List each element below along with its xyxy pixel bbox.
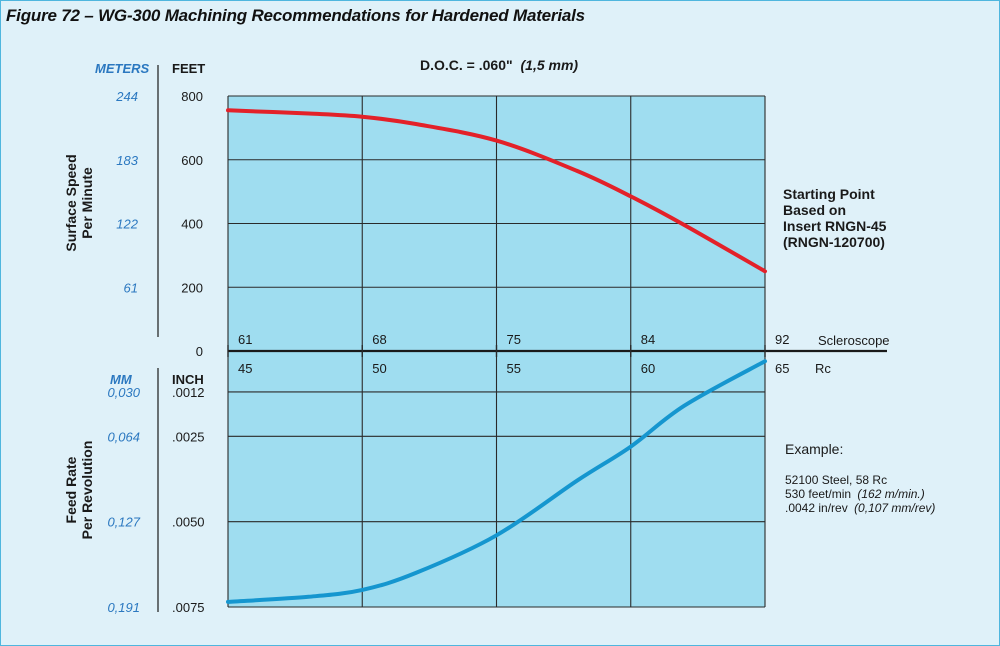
feet-tick-label: 0 (196, 344, 203, 359)
mm-tick-label: 0,127 (107, 515, 140, 530)
figure-title: Figure 72 – WG-300 Machining Recommendat… (6, 6, 585, 25)
example-title: Example: (785, 441, 843, 457)
lower-ylabel-line1: Feed Rate (63, 456, 79, 523)
inch-header: INCH (172, 372, 204, 387)
scleroscope-tick-label: 68 (372, 332, 386, 347)
feet-tick-label: 800 (181, 89, 203, 104)
mm-tick-label: 0,064 (107, 429, 140, 444)
starting-point-line-3: Insert RNGN-45 (783, 218, 887, 234)
starting-point-line-1: Starting Point (783, 186, 875, 202)
feet-header: FEET (172, 61, 205, 76)
example-line-1-text: 52100 Steel, 58 Rc (785, 473, 887, 487)
mm-tick-label: 0,030 (107, 385, 140, 400)
inch-tick-label: .0012 (172, 385, 205, 400)
scleroscope-tick-label: 61 (238, 332, 252, 347)
lower-ylabel-line2: Per Revolution (79, 441, 95, 540)
grid-lines (227, 95, 766, 608)
inch-tick-label: .0050 (172, 515, 205, 530)
starting-point-note: Starting Point Based on Insert RNGN-45 (… (783, 186, 887, 250)
meters-tick-label: 244 (115, 89, 138, 104)
doc-label: D.O.C. = .060" (1,5 mm) (420, 57, 578, 73)
rc-tick-label: 55 (507, 361, 521, 376)
example-line-3-metric: (0,107 mm/rev) (854, 501, 935, 515)
mm-tick-label: 0,191 (107, 600, 140, 615)
feed-rate-line (226, 359, 767, 604)
rc-tick-label: 60 (641, 361, 655, 376)
inch-tick-label: .0075 (172, 600, 205, 615)
meters-tick-label: 61 (124, 280, 138, 295)
rc-axis-label: Rc (815, 361, 831, 376)
mm-header: MM (110, 372, 133, 387)
example-note: Example: 52100 Steel, 58 Rc 530 feet/min… (785, 441, 935, 515)
rc-tick-label: 45 (238, 361, 252, 376)
meters-tick-label: 122 (116, 217, 138, 232)
surface-speed-line (226, 108, 767, 274)
example-line-2-metric: (162 m/min.) (857, 487, 924, 501)
doc-label-value: D.O.C. = .060" (420, 57, 513, 73)
feet-tick-label: 400 (181, 217, 203, 232)
example-line-1: 52100 Steel, 58 Rc (785, 473, 887, 487)
example-line-2: 530 feet/min (162 m/min.) (785, 487, 925, 501)
example-line-2-text: 530 feet/min (785, 487, 851, 501)
rc-tick-label: 65 (775, 361, 789, 376)
tick-labels: 800 600 400 200 0 244 183 122 61 .0012 .0025 .0050.… (107, 89, 789, 615)
scleroscope-tick-label: 92 (775, 332, 789, 347)
meters-tick-label: 183 (116, 153, 138, 168)
rc-tick-label: 50 (372, 361, 386, 376)
example-line-3-text: .0042 in/rev (785, 501, 848, 515)
feet-tick-label: 200 (181, 280, 203, 295)
scleroscope-axis-label: Scleroscope (818, 333, 890, 348)
doc-label-metric: (1,5 mm) (521, 57, 579, 73)
starting-point-line-2: Based on (783, 202, 846, 218)
upper-ylabel-line1: Surface Speed (63, 154, 79, 251)
scleroscope-tick-label: 84 (641, 332, 655, 347)
starting-point-line-4: (RNGN-120700) (783, 234, 885, 250)
feet-tick-label: 600 (181, 153, 203, 168)
scleroscope-tick-label: 75 (507, 332, 521, 347)
example-line-3: .0042 in/rev (0,107 mm/rev) (785, 501, 935, 515)
upper-ylabel-line2: Per Minute (79, 167, 95, 239)
meters-header: METERS (95, 61, 150, 76)
inch-tick-label: .0025 (172, 429, 205, 444)
